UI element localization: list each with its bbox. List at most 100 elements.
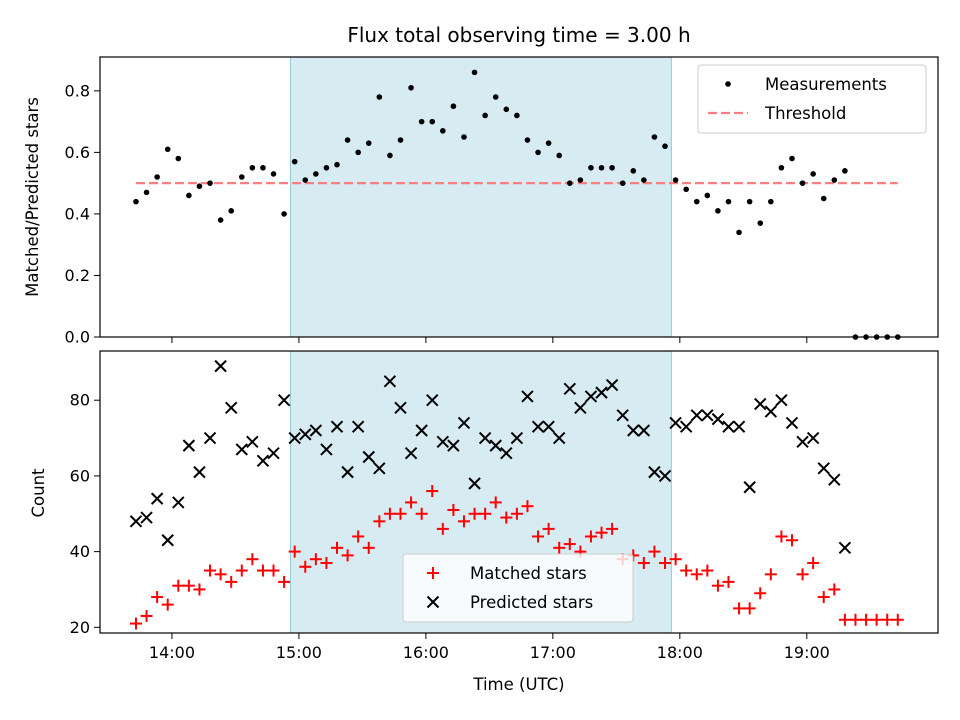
measurement-point bbox=[810, 171, 816, 177]
legend-label-measurements: Measurements bbox=[765, 75, 887, 94]
matched-star-marker bbox=[278, 575, 291, 588]
x-tick-label: 19:00 bbox=[784, 643, 830, 662]
predicted-star-marker bbox=[351, 420, 365, 433]
matched-star-marker bbox=[860, 613, 873, 626]
measurement-point bbox=[683, 186, 689, 193]
measurement-point bbox=[482, 112, 488, 119]
bottom-legend: Matched stars Predicted stars bbox=[402, 553, 634, 623]
measurement-point bbox=[842, 168, 848, 174]
y-tick-label: 0.0 bbox=[65, 328, 90, 347]
measurement-point bbox=[334, 161, 340, 168]
measurement-point bbox=[249, 164, 256, 171]
matched-star-marker bbox=[479, 507, 492, 520]
measurement-point bbox=[514, 112, 520, 119]
matched-star-marker bbox=[659, 556, 672, 569]
measurement-point bbox=[672, 177, 679, 183]
matched-star-marker bbox=[288, 545, 301, 558]
matched-star-marker bbox=[246, 553, 259, 566]
predicted-star-marker bbox=[457, 416, 471, 430]
measurement-point bbox=[715, 208, 721, 214]
matched-star-marker bbox=[521, 500, 534, 513]
measurement-point bbox=[577, 177, 584, 183]
legend-label-predicted-stars: Predicted stars bbox=[470, 593, 593, 612]
measurement-point bbox=[778, 164, 785, 171]
x-axis-label: Time (UTC) bbox=[472, 675, 564, 694]
predicted-star-marker bbox=[246, 435, 259, 449]
predicted-star-marker bbox=[383, 375, 397, 388]
measurement-point bbox=[757, 220, 764, 226]
y-tick-label: 0.8 bbox=[65, 81, 90, 100]
matched-star-marker bbox=[584, 530, 597, 543]
measurement-point bbox=[746, 198, 753, 205]
predicted-star-marker bbox=[129, 515, 143, 528]
predicted-star-marker bbox=[732, 420, 746, 433]
top-panel-shaded-interval bbox=[289, 56, 672, 338]
matched-star-marker bbox=[447, 503, 460, 516]
predicted-star-marker bbox=[796, 435, 809, 449]
predicted-star-marker bbox=[235, 443, 248, 456]
matched-star-marker bbox=[140, 609, 153, 622]
measurement-point bbox=[799, 180, 806, 186]
predicted-star-marker bbox=[500, 446, 513, 460]
measurement-point bbox=[418, 118, 425, 125]
measurement-point bbox=[768, 198, 774, 205]
matched-star-marker bbox=[849, 613, 862, 626]
measurement-point bbox=[471, 69, 478, 76]
measurement-point bbox=[376, 94, 383, 100]
predicted-star-marker bbox=[563, 382, 576, 396]
matched-star-marker bbox=[838, 613, 851, 626]
matched-star-marker bbox=[320, 556, 333, 569]
matched-star-marker bbox=[637, 556, 650, 569]
predicted-star-marker bbox=[478, 431, 492, 445]
measurement-point bbox=[365, 140, 372, 146]
predicted-star-marker bbox=[838, 541, 852, 555]
matched-star-marker bbox=[796, 568, 809, 581]
predicted-star-marker bbox=[161, 534, 174, 547]
top-panel-marks bbox=[133, 69, 901, 340]
measurement-point bbox=[619, 180, 626, 186]
measurement-point bbox=[397, 137, 404, 143]
predicted-star-marker bbox=[658, 469, 672, 483]
matched-star-marker bbox=[256, 564, 269, 577]
top-panel-x-ticks bbox=[171, 337, 808, 343]
predicted-star-marker bbox=[203, 431, 217, 445]
predicted-star-marker bbox=[806, 431, 820, 445]
predicted-star-marker bbox=[764, 405, 778, 418]
measurement-point bbox=[789, 155, 795, 162]
matched-star-marker bbox=[341, 549, 354, 562]
predicted-star-marker bbox=[150, 492, 164, 505]
top-legend: Measurements Threshold bbox=[697, 64, 927, 134]
predicted-star-marker bbox=[426, 394, 439, 407]
predicted-star-marker bbox=[828, 473, 841, 486]
matched-star-marker bbox=[532, 530, 545, 543]
measurement-point bbox=[355, 149, 361, 156]
predicted-star-marker bbox=[193, 465, 206, 479]
matched-star-marker bbox=[606, 522, 619, 535]
measurement-point bbox=[387, 152, 393, 159]
legend-label-threshold: Threshold bbox=[764, 104, 846, 123]
predicted-star-marker bbox=[415, 424, 428, 437]
bottom-panel-y-axis-label: Count bbox=[29, 468, 48, 518]
measurement-point bbox=[831, 177, 838, 183]
predicted-star-marker bbox=[172, 496, 185, 509]
predicted-star-marker bbox=[743, 481, 756, 494]
predicted-star-marker bbox=[214, 359, 227, 373]
predicted-star-marker bbox=[373, 462, 386, 475]
predicted-star-marker bbox=[595, 386, 608, 399]
matched-star-marker bbox=[457, 515, 470, 528]
measurement-point bbox=[291, 158, 298, 165]
predicted-star-marker bbox=[648, 465, 661, 479]
predicted-star-marker bbox=[574, 401, 587, 414]
measurement-point bbox=[313, 171, 319, 177]
matched-star-marker bbox=[595, 526, 608, 539]
measurement-point bbox=[281, 211, 287, 217]
matched-star-marker bbox=[881, 613, 894, 626]
predicted-star-marker bbox=[510, 431, 524, 445]
matched-star-marker bbox=[161, 598, 174, 611]
matched-star-marker bbox=[267, 564, 280, 577]
matched-star-marker bbox=[352, 530, 365, 543]
matched-star-marker bbox=[785, 534, 798, 547]
predicted-star-marker bbox=[679, 420, 693, 433]
bottom-legend-box bbox=[402, 553, 634, 623]
matched-star-marker bbox=[331, 541, 344, 554]
